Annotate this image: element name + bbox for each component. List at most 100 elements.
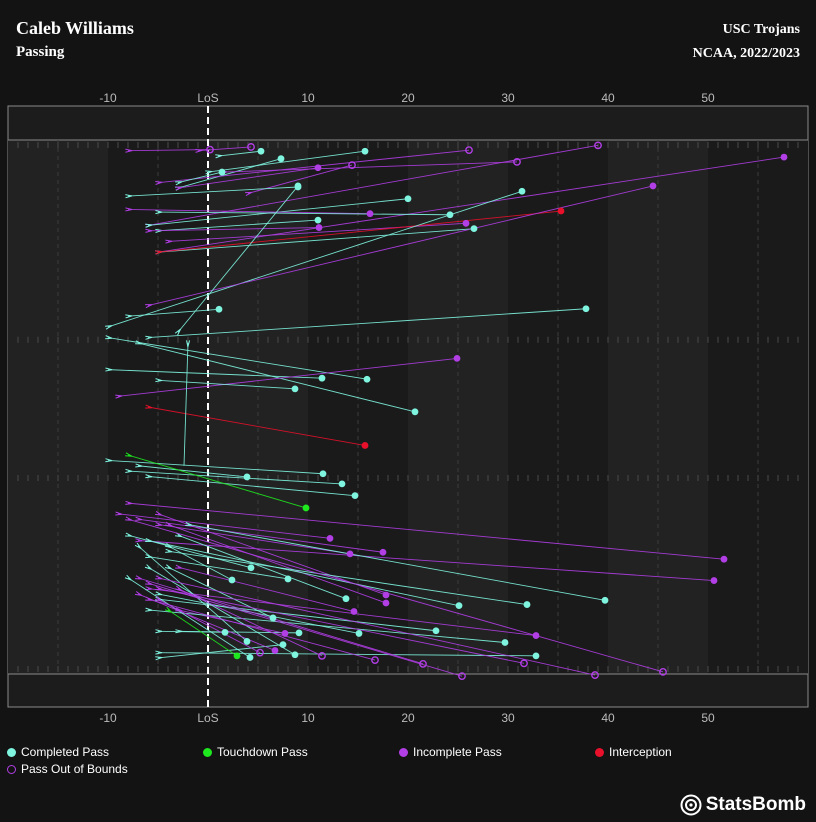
pass-line	[147, 185, 654, 306]
pass-start-marker	[174, 532, 183, 538]
pass-end-point	[243, 473, 251, 481]
pass-line	[127, 577, 251, 658]
pass-start-marker	[124, 574, 132, 581]
pass-start-marker	[185, 522, 193, 527]
pass-end-point	[206, 145, 214, 154]
pass-line	[127, 186, 299, 197]
pass-line	[177, 158, 282, 189]
pass-end-point	[780, 153, 788, 161]
pass-start-marker	[144, 564, 152, 570]
pass-end-point	[455, 602, 463, 610]
pass-end-point	[346, 550, 354, 558]
pass-line	[137, 540, 715, 581]
pass-line	[137, 518, 384, 553]
field	[7, 105, 809, 708]
pass-line	[137, 593, 276, 651]
brand-logo: StatsBomb	[680, 794, 806, 816]
pass-end-point	[314, 216, 322, 224]
tick-label-bottom: 30	[501, 711, 515, 725]
pass-start-marker	[155, 591, 163, 596]
pass-end-point	[582, 305, 590, 313]
pass-line	[177, 185, 299, 333]
pass-line	[127, 308, 220, 317]
pass-start-marker	[155, 210, 163, 215]
pass-start-marker	[155, 378, 163, 383]
pass-start-marker	[186, 340, 191, 348]
pass-end-point	[411, 408, 419, 416]
pass-line	[157, 156, 785, 253]
legend-label: Pass Out of Bounds	[21, 762, 128, 776]
pass-line	[157, 593, 360, 634]
pass-line	[107, 369, 323, 379]
pass-line	[157, 598, 261, 654]
pass-end-point	[351, 492, 359, 500]
pass-line	[147, 598, 376, 661]
statsbomb-icon	[680, 794, 702, 816]
pass-start-marker	[125, 314, 133, 319]
pass-start-marker	[155, 522, 163, 527]
pass-line	[127, 502, 725, 560]
pass-line	[147, 540, 460, 607]
pass-end-point	[520, 659, 528, 668]
pass-line	[117, 513, 331, 539]
legend-label: Touchdown Pass	[217, 745, 308, 759]
pass-line	[167, 566, 274, 619]
pass-start-marker	[245, 191, 253, 197]
pass-end-point	[470, 225, 478, 233]
pass-line	[187, 524, 606, 601]
pass-line	[177, 588, 323, 657]
pass-start-marker	[145, 228, 153, 233]
pass-line	[167, 545, 233, 581]
pass-line	[147, 308, 587, 339]
pass-line	[222, 161, 518, 173]
pass-start-marker	[145, 554, 153, 559]
pass-end-point	[501, 639, 509, 646]
pass-end-point	[532, 652, 540, 660]
pass-start-marker	[175, 181, 183, 186]
tick-label-top: 10	[301, 91, 315, 105]
pass-start-marker	[155, 180, 163, 185]
pass-end-point	[594, 141, 602, 150]
pass-end-point	[720, 555, 728, 563]
pass-end-point	[432, 627, 440, 635]
completed-marker-icon	[7, 747, 16, 757]
legend-out-of-bounds: Pass Out of Bounds	[7, 762, 128, 776]
pass-start-marker	[165, 239, 173, 244]
tick-label-bottom: 20	[401, 711, 415, 725]
pass-line	[117, 357, 458, 397]
pass-end-point	[446, 211, 454, 219]
tick-label-top: 50	[701, 91, 715, 105]
pass-end-point	[348, 161, 356, 169]
pass-end-point	[218, 168, 226, 176]
pass-start-marker	[105, 367, 113, 372]
pass-line	[137, 577, 424, 665]
pass-start-marker	[135, 340, 143, 345]
pass-start-marker	[175, 186, 183, 191]
pass-start-marker	[195, 148, 203, 153]
pass-end-point	[281, 630, 289, 637]
pass-start-marker	[125, 194, 133, 199]
tick-label-top: 30	[501, 91, 515, 105]
pass-end-point	[318, 651, 326, 660]
pass-start-marker	[164, 606, 172, 613]
interception-marker-icon	[595, 747, 604, 757]
pass-start-marker	[125, 468, 133, 473]
pass-end-point	[295, 629, 303, 637]
pass-end-point	[462, 219, 470, 227]
pass-line	[157, 219, 319, 232]
pass-end-point	[318, 374, 326, 382]
tick-label-bottom: 10	[301, 711, 315, 725]
pass-start-marker	[174, 328, 181, 336]
pass-start-marker	[145, 474, 153, 479]
pass-line	[127, 208, 371, 215]
chart-subtitle: Passing	[16, 44, 65, 60]
pass-start-marker	[125, 452, 133, 457]
pass-start-marker	[134, 591, 142, 596]
pass-end-point	[355, 630, 363, 637]
incomplete-marker-icon	[399, 747, 408, 757]
pass-start-marker	[115, 511, 123, 516]
pass-line	[157, 577, 596, 676]
pass-start-marker	[145, 586, 153, 591]
pass-end-point	[284, 575, 292, 583]
